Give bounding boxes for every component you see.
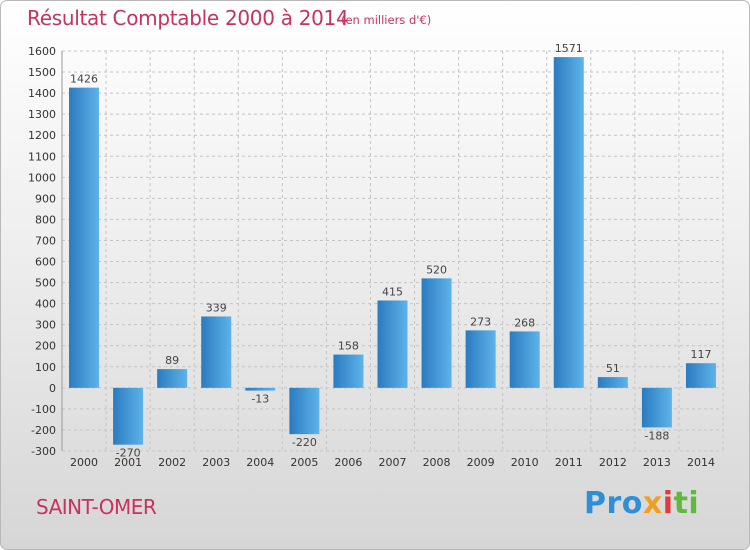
y-tick-label: 600 bbox=[35, 256, 56, 269]
y-tick-label: -200 bbox=[31, 424, 56, 437]
bar-2001 bbox=[113, 387, 144, 445]
proxiti-logo[interactable]: Proxiti bbox=[584, 486, 699, 521]
value-label: 339 bbox=[206, 301, 227, 314]
bar-2007 bbox=[377, 300, 408, 388]
x-tick-label: 2008 bbox=[423, 456, 451, 469]
value-label: -188 bbox=[644, 429, 669, 442]
labels: -300 -200 -100 0 100 200 300 400 500 600 700 800 900… bbox=[28, 42, 715, 469]
y-tick-label: 1600 bbox=[28, 45, 56, 58]
y-tick-label: 700 bbox=[35, 234, 56, 247]
chart-title: Résultat Comptable 2000 à 2014 bbox=[27, 6, 349, 30]
y-tick-label: 200 bbox=[35, 340, 56, 353]
bar-2008 bbox=[421, 278, 452, 388]
value-label: -220 bbox=[292, 436, 317, 449]
logo-part-3: i bbox=[662, 486, 674, 521]
bar-2012 bbox=[597, 377, 628, 388]
value-label: 273 bbox=[470, 315, 491, 328]
grid-lines bbox=[61, 50, 724, 452]
x-tick-label: 2003 bbox=[202, 456, 230, 469]
logo-part-4: ti bbox=[673, 486, 700, 521]
x-tick-label: 2005 bbox=[290, 456, 318, 469]
logo-part-2: x bbox=[642, 486, 663, 521]
x-tick-label: 2009 bbox=[467, 456, 495, 469]
x-tick-label: 2001 bbox=[114, 456, 142, 469]
bar-2014 bbox=[685, 363, 716, 388]
value-label: 158 bbox=[338, 340, 359, 353]
x-tick-label: 2006 bbox=[334, 456, 362, 469]
value-label: 268 bbox=[514, 316, 535, 329]
y-tick-label: 500 bbox=[35, 277, 56, 290]
bar-2005 bbox=[289, 387, 320, 435]
y-tick-label: 100 bbox=[35, 361, 56, 374]
y-tick-label: 1000 bbox=[28, 171, 56, 184]
value-label: 1426 bbox=[70, 73, 98, 86]
value-label: 520 bbox=[426, 263, 447, 276]
x-tick-label: 2010 bbox=[511, 456, 539, 469]
y-tick-label: 1200 bbox=[28, 129, 56, 142]
y-tick-label: 800 bbox=[35, 213, 56, 226]
bar-2004 bbox=[245, 387, 276, 391]
y-tick-label: 0 bbox=[49, 382, 56, 395]
x-tick-label: 2011 bbox=[555, 456, 583, 469]
x-tick-label: 2002 bbox=[158, 456, 186, 469]
y-tick-label: 1100 bbox=[28, 150, 56, 163]
y-tick-label: 1400 bbox=[28, 87, 56, 100]
bar-2010 bbox=[509, 331, 540, 388]
value-label: 1571 bbox=[555, 42, 583, 55]
y-tick-label: 1300 bbox=[28, 108, 56, 121]
value-label: 51 bbox=[606, 362, 620, 375]
value-label: -270 bbox=[116, 447, 141, 460]
chart-subtitle: (en milliers d'€) bbox=[341, 13, 432, 27]
y-tick-label: 900 bbox=[35, 192, 56, 205]
bar-2011 bbox=[553, 57, 584, 388]
bar-2013 bbox=[641, 387, 672, 428]
bar-2006 bbox=[333, 354, 364, 388]
y-tick-label: 400 bbox=[35, 298, 56, 311]
bar-2002 bbox=[157, 369, 188, 388]
value-label: 117 bbox=[690, 348, 711, 361]
bars bbox=[69, 57, 716, 445]
value-label: 89 bbox=[165, 354, 179, 367]
logo-part-1: Pro bbox=[584, 486, 643, 521]
x-tick-label: 2012 bbox=[599, 456, 627, 469]
x-tick-label: 2014 bbox=[687, 456, 715, 469]
commune-name: SAINT-OMER bbox=[36, 495, 157, 519]
x-tick-label: 2013 bbox=[643, 456, 671, 469]
value-label: 415 bbox=[382, 285, 403, 298]
value-label: -13 bbox=[251, 393, 269, 406]
bar-2003 bbox=[201, 316, 232, 388]
y-tick-label: -300 bbox=[31, 445, 56, 458]
x-tick-label: 2000 bbox=[70, 456, 98, 469]
bar-2009 bbox=[465, 330, 496, 388]
y-tick-label: 1500 bbox=[28, 66, 56, 79]
y-tick-label: 300 bbox=[35, 319, 56, 332]
bar-2000 bbox=[69, 87, 100, 388]
x-tick-label: 2004 bbox=[246, 456, 274, 469]
x-tick-label: 2007 bbox=[379, 456, 407, 469]
y-tick-label: -100 bbox=[31, 403, 56, 416]
